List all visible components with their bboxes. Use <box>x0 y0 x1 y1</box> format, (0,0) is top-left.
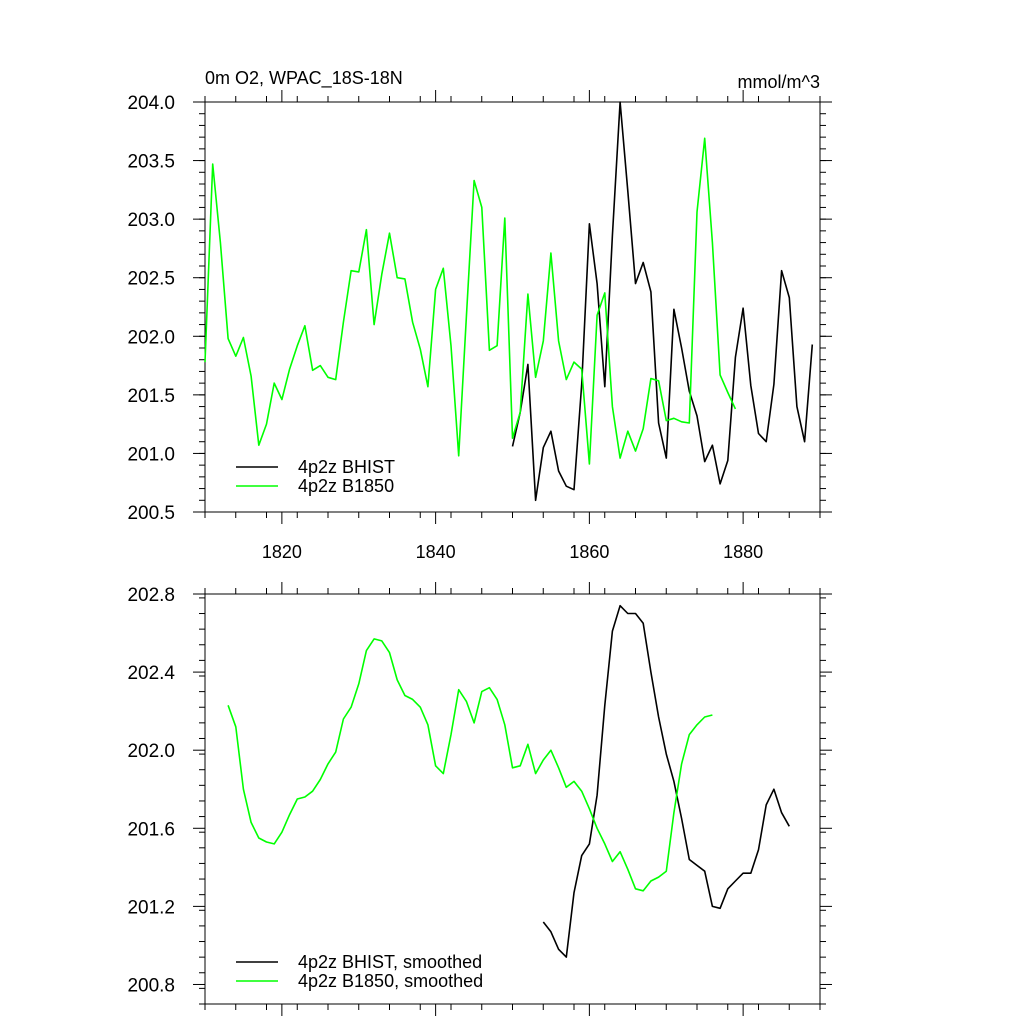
y-tick-label: 200.8 <box>127 975 175 996</box>
y-tick-label: 202.0 <box>127 741 175 762</box>
series-line-1 <box>542 604 790 958</box>
chart-title: 0m O2, WPAC_18S-18N <box>205 68 403 89</box>
y-tick-label: 203.0 <box>127 210 175 231</box>
series-line-2 <box>204 137 737 465</box>
y-tick-label: 201.0 <box>127 444 175 465</box>
series-line-1 <box>511 101 814 502</box>
y-tick-label: 202.0 <box>127 327 175 348</box>
chart-panel-1: 1820 1840 1860 1880 200.5 201.0 201.5 202.0 202.… <box>127 68 832 562</box>
series-line-2 <box>227 638 713 892</box>
y-tick-label: 202.4 <box>127 663 175 684</box>
x-tick-label: 1840 <box>416 542 456 562</box>
y-tick-label: 201.2 <box>127 897 175 918</box>
units-label: mmol/m^3 <box>738 72 820 92</box>
y-tick-label: 200.5 <box>127 503 175 524</box>
y-tick-label: 204.0 <box>127 93 175 114</box>
y-tick-label: 201.6 <box>127 819 175 840</box>
legend-label: 4p2z B1850 <box>298 476 394 496</box>
chart-panel-2: 200.8 201.2 201.6 202.0 202.4 202.8 4p2z BHIST… <box>127 582 832 1016</box>
x-tick-label: 1880 <box>723 542 763 562</box>
y-tick-label: 203.5 <box>127 152 175 173</box>
y-tick-label: 202.5 <box>127 269 175 290</box>
legend-label: 4p2z B1850, smoothed <box>298 971 483 991</box>
legend-label: 4p2z BHIST, smoothed <box>298 952 482 972</box>
x-tick-label: 1820 <box>262 542 302 562</box>
x-tick-label: 1860 <box>569 542 609 562</box>
y-tick-label: 202.8 <box>127 585 175 606</box>
legend-label: 4p2z BHIST <box>298 457 395 477</box>
y-tick-label: 201.5 <box>127 386 175 407</box>
